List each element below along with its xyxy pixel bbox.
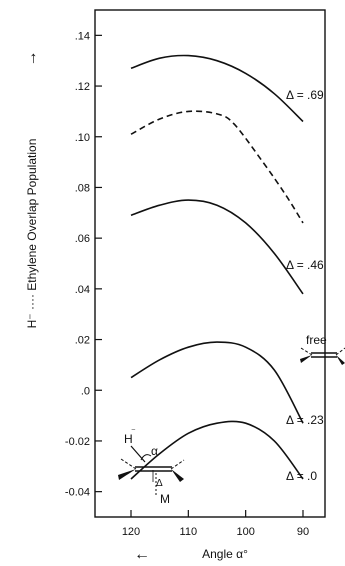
series-line-4 [130,420,304,480]
free-ethylene-inset [300,347,345,365]
hydride-approach-inset: H ⁻ α Δ M [118,426,185,506]
series-label-2: Δ = .46 [286,258,324,272]
free-right-wedge [336,355,345,365]
y-tick-label: -0.02 [65,436,90,448]
y-tick-label: .08 [75,182,90,194]
y-tick-label: .12 [75,81,90,93]
free-left-wedge [300,355,312,363]
inset-angle-label: α [151,444,158,458]
free-left-hash [300,347,313,356]
y-tick-label: .14 [75,30,90,42]
x-direction-arrow: ← [134,546,150,563]
y-axis-label: H⁻ ···· Ethylene Overlap Population [25,139,39,329]
x-tick-label: 100 [236,526,254,538]
y-axis-label-group: H⁻ ···· Ethylene Overlap Population → [23,51,40,329]
hydride-approach-line [130,445,146,463]
y-tick-label: .04 [75,284,90,296]
series-label-1: free [306,333,327,347]
y-tick-label: .06 [75,233,90,245]
series-line-2 [130,199,304,295]
x-axis-label: Angle α° [202,547,248,561]
series-layer [130,54,304,480]
left-hash [120,458,137,470]
y-tick-label: -0.04 [65,487,90,499]
angle-arc [140,454,152,461]
right-wedge [171,469,184,482]
left-wedge [118,469,136,480]
series-line-1 [130,110,304,224]
series-label-3: Δ = .23 [286,413,324,427]
free-right-hash [335,347,345,356]
inset-hydride-label: H [124,432,133,446]
y-tick-label: .0 [81,385,90,397]
inset-hydride-charge: ⁻ [131,426,136,436]
series-label-0: Δ = .69 [286,88,324,102]
inset-metal-label: M [160,492,170,506]
right-hash [170,459,185,470]
x-tick-label: 90 [297,526,309,538]
x-tick-label: 110 [180,526,198,538]
y-tick-label: .02 [75,335,90,347]
x-tick-label: 120 [122,526,140,538]
axis-layer: .14 .12 .10 .08 .06 .04 .02 .0 -0.02 -0.04 120 110 1… [23,9,326,563]
plot-frame [94,9,326,518]
y-direction-arrow: → [23,51,40,67]
series-label-4: Δ = .0 [286,469,317,483]
series-line-3 [130,341,304,424]
inset-displacement-label: Δ [156,478,163,489]
y-tick-label: .10 [75,132,90,144]
series-line-0 [130,54,304,123]
label-layer: Δ = .69 free Δ = .46 Δ = .23 Δ = .0 [286,88,327,483]
